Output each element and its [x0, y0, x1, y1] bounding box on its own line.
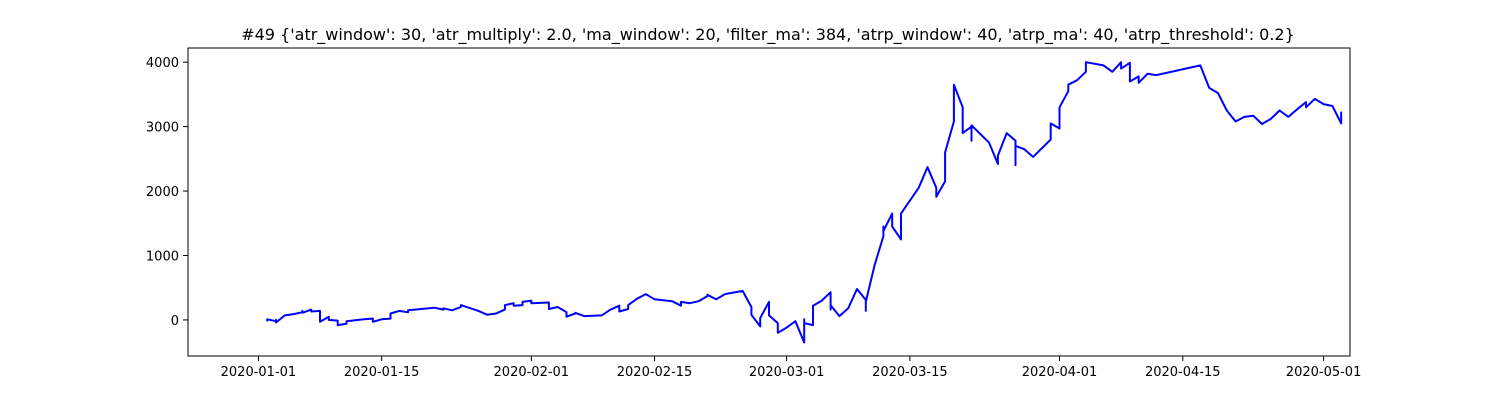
x-tick-label: 2020-02-15 [617, 365, 693, 380]
axes: 2020-01-01 2020-01-15 2020-02-01 2020-02-15… [146, 47, 1362, 380]
x-tick-label: 2020-03-15 [872, 365, 948, 380]
y-tick-label: 4000 [146, 56, 179, 71]
plot-frame [187, 47, 1351, 357]
y-tick-label: 1000 [146, 249, 179, 264]
series-line-1 [266, 61, 1343, 344]
x-tick-label: 2020-01-15 [344, 365, 420, 380]
x-tick-label: 2020-01-01 [221, 365, 297, 380]
x-tick-label: 2020-05-01 [1286, 365, 1362, 380]
y-tick-label: 0 [171, 314, 179, 329]
x-tick-label: 2020-04-15 [1145, 365, 1221, 380]
y-tick-label: 2000 [146, 185, 179, 200]
x-tick-label: 2020-03-01 [749, 365, 825, 380]
x-tick-label: 2020-02-01 [494, 365, 570, 380]
chart-title: #49 {'atr_window': 30, 'atr_multiply': 2… [241, 25, 1295, 45]
series-layer [266, 61, 1343, 344]
x-tick-label: 2020-04-01 [1022, 365, 1098, 380]
y-tick-label: 3000 [146, 121, 179, 136]
